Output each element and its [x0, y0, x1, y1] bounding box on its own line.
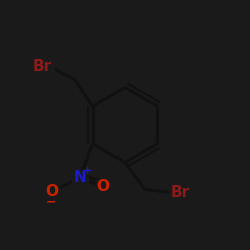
- Bar: [96, 180, 110, 194]
- Text: O: O: [45, 184, 58, 200]
- Text: −: −: [46, 196, 57, 208]
- Text: N: N: [74, 170, 86, 185]
- Bar: [72, 170, 88, 185]
- Text: +: +: [83, 166, 92, 176]
- Bar: [169, 186, 192, 200]
- Bar: [44, 185, 60, 199]
- Bar: [31, 60, 54, 74]
- Text: O: O: [97, 179, 110, 194]
- Text: Br: Br: [171, 185, 190, 200]
- Text: Br: Br: [33, 60, 52, 74]
